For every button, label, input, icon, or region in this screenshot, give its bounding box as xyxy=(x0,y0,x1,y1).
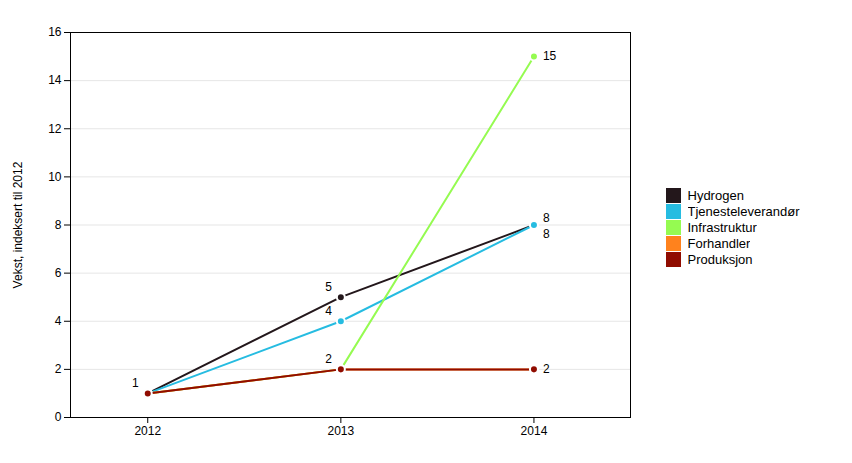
svg-text:2: 2 xyxy=(55,362,62,376)
html-text:Tjenesteleverandør: Tjenesteleverandør xyxy=(687,204,800,220)
svg-text:1: 1 xyxy=(132,376,139,390)
svg-text:2012: 2012 xyxy=(134,424,161,438)
svg-text:2013: 2013 xyxy=(327,424,354,438)
svg-text:8: 8 xyxy=(543,210,550,224)
svg-text:0: 0 xyxy=(55,410,62,424)
html-text:Produksjon: Produksjon xyxy=(687,252,753,268)
svg-text:2: 2 xyxy=(543,362,550,376)
svg-text:12: 12 xyxy=(48,121,62,135)
svg-text:8: 8 xyxy=(55,217,62,231)
svg-text:2: 2 xyxy=(325,352,332,366)
svg-text:14: 14 xyxy=(48,73,62,87)
svg-text:4: 4 xyxy=(55,314,62,328)
html-text:Hydrogen: Hydrogen xyxy=(687,188,744,204)
svg-text:8: 8 xyxy=(543,227,550,241)
svg-text:4: 4 xyxy=(325,304,332,318)
svg-text:10: 10 xyxy=(48,169,62,183)
svg-text:2014: 2014 xyxy=(521,424,548,438)
svg-text:5: 5 xyxy=(325,280,332,294)
svg-text:Vekst, indeksert til 2012: Vekst, indeksert til 2012 xyxy=(11,161,25,288)
svg-text:15: 15 xyxy=(543,49,557,63)
svg-text:16: 16 xyxy=(48,25,62,39)
html-text:Forhandler: Forhandler xyxy=(687,236,751,252)
svg-text:6: 6 xyxy=(55,265,62,279)
html-text:Infrastruktur: Infrastruktur xyxy=(687,220,757,236)
